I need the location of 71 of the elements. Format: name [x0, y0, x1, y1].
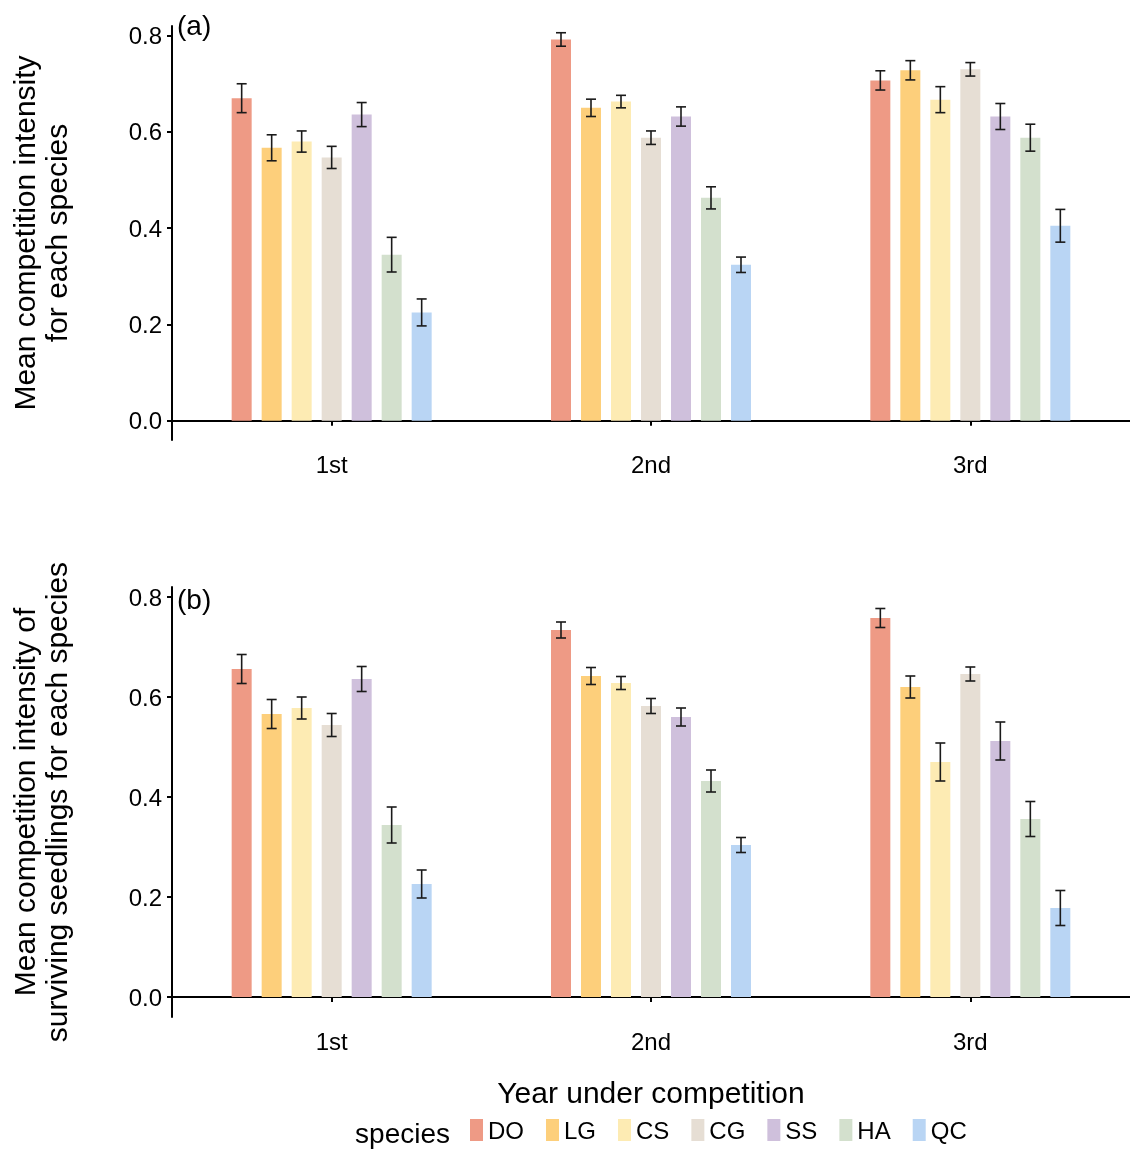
x-tick-label: 2nd	[630, 450, 672, 478]
bar	[731, 845, 751, 997]
bar	[930, 99, 951, 421]
bar	[321, 725, 342, 997]
y-tick-label: 0.4	[128, 783, 162, 811]
bar	[261, 714, 282, 997]
bar	[611, 101, 631, 421]
x-tick-label: 2nd	[630, 1027, 672, 1055]
bar	[671, 116, 691, 421]
bar	[930, 762, 951, 997]
y-tick-label: 0.0	[128, 983, 162, 1011]
bar	[870, 80, 891, 421]
legend-label: HA	[857, 1116, 891, 1144]
bar	[1050, 225, 1071, 421]
y-tick-label: 0.2	[128, 310, 162, 338]
bar	[411, 884, 432, 997]
bar	[701, 197, 721, 421]
y-tick-label: 0.6	[128, 683, 162, 711]
bar	[960, 674, 981, 997]
bar	[870, 618, 891, 997]
y-tick-label: 0.8	[128, 583, 162, 611]
bar	[551, 630, 571, 997]
bar	[731, 264, 751, 421]
bar	[641, 706, 661, 997]
x-tick-label: 3rd	[952, 450, 988, 478]
y-axis-title: Mean competition intensity for each species	[7, 55, 73, 411]
bar	[1020, 137, 1041, 421]
bar	[351, 679, 372, 997]
bar	[321, 157, 342, 421]
bar	[990, 116, 1011, 421]
legend-label: QC	[930, 1116, 967, 1144]
bar	[960, 69, 981, 421]
chart-title: (a)	[177, 9, 212, 41]
y-tick-label: 0.0	[128, 407, 162, 435]
chart-title: (b)	[177, 583, 212, 615]
bar	[551, 39, 571, 421]
legend-label: CS	[636, 1116, 670, 1144]
bar	[231, 669, 252, 997]
y-axis-title: Mean competition intensity of surviving seedlings for each species	[7, 561, 73, 1043]
legend-label: CG	[709, 1116, 746, 1144]
bar	[1020, 819, 1041, 997]
legend-title: species	[355, 1117, 450, 1149]
bar	[1050, 908, 1071, 997]
bar	[900, 687, 921, 997]
y-tick-label: 0.4	[128, 214, 162, 242]
y-tick-label: 0.2	[128, 883, 162, 911]
x-tick-label: 3rd	[952, 1027, 988, 1055]
bar	[381, 825, 402, 997]
bar	[291, 708, 312, 997]
bar	[990, 741, 1011, 997]
bar	[261, 147, 282, 421]
bar	[291, 141, 312, 421]
bar	[900, 70, 921, 421]
bar	[381, 254, 402, 421]
x-tick-label: 1st	[315, 1027, 349, 1055]
bar	[411, 312, 432, 421]
bar	[351, 114, 372, 421]
bar	[641, 137, 661, 421]
bar	[671, 717, 691, 997]
bar	[611, 683, 631, 997]
bar	[701, 781, 721, 997]
legend-label: DO	[488, 1116, 524, 1144]
bar	[581, 676, 601, 997]
legend-label: LG	[564, 1116, 597, 1144]
bar	[581, 107, 601, 421]
y-tick-label: 0.6	[128, 118, 162, 146]
x-tick-label: 1st	[315, 450, 349, 478]
bar	[231, 98, 252, 421]
y-tick-label: 0.8	[128, 22, 162, 50]
legend-label: SS	[785, 1116, 818, 1144]
x-axis-title: Year under competition	[497, 1075, 805, 1109]
